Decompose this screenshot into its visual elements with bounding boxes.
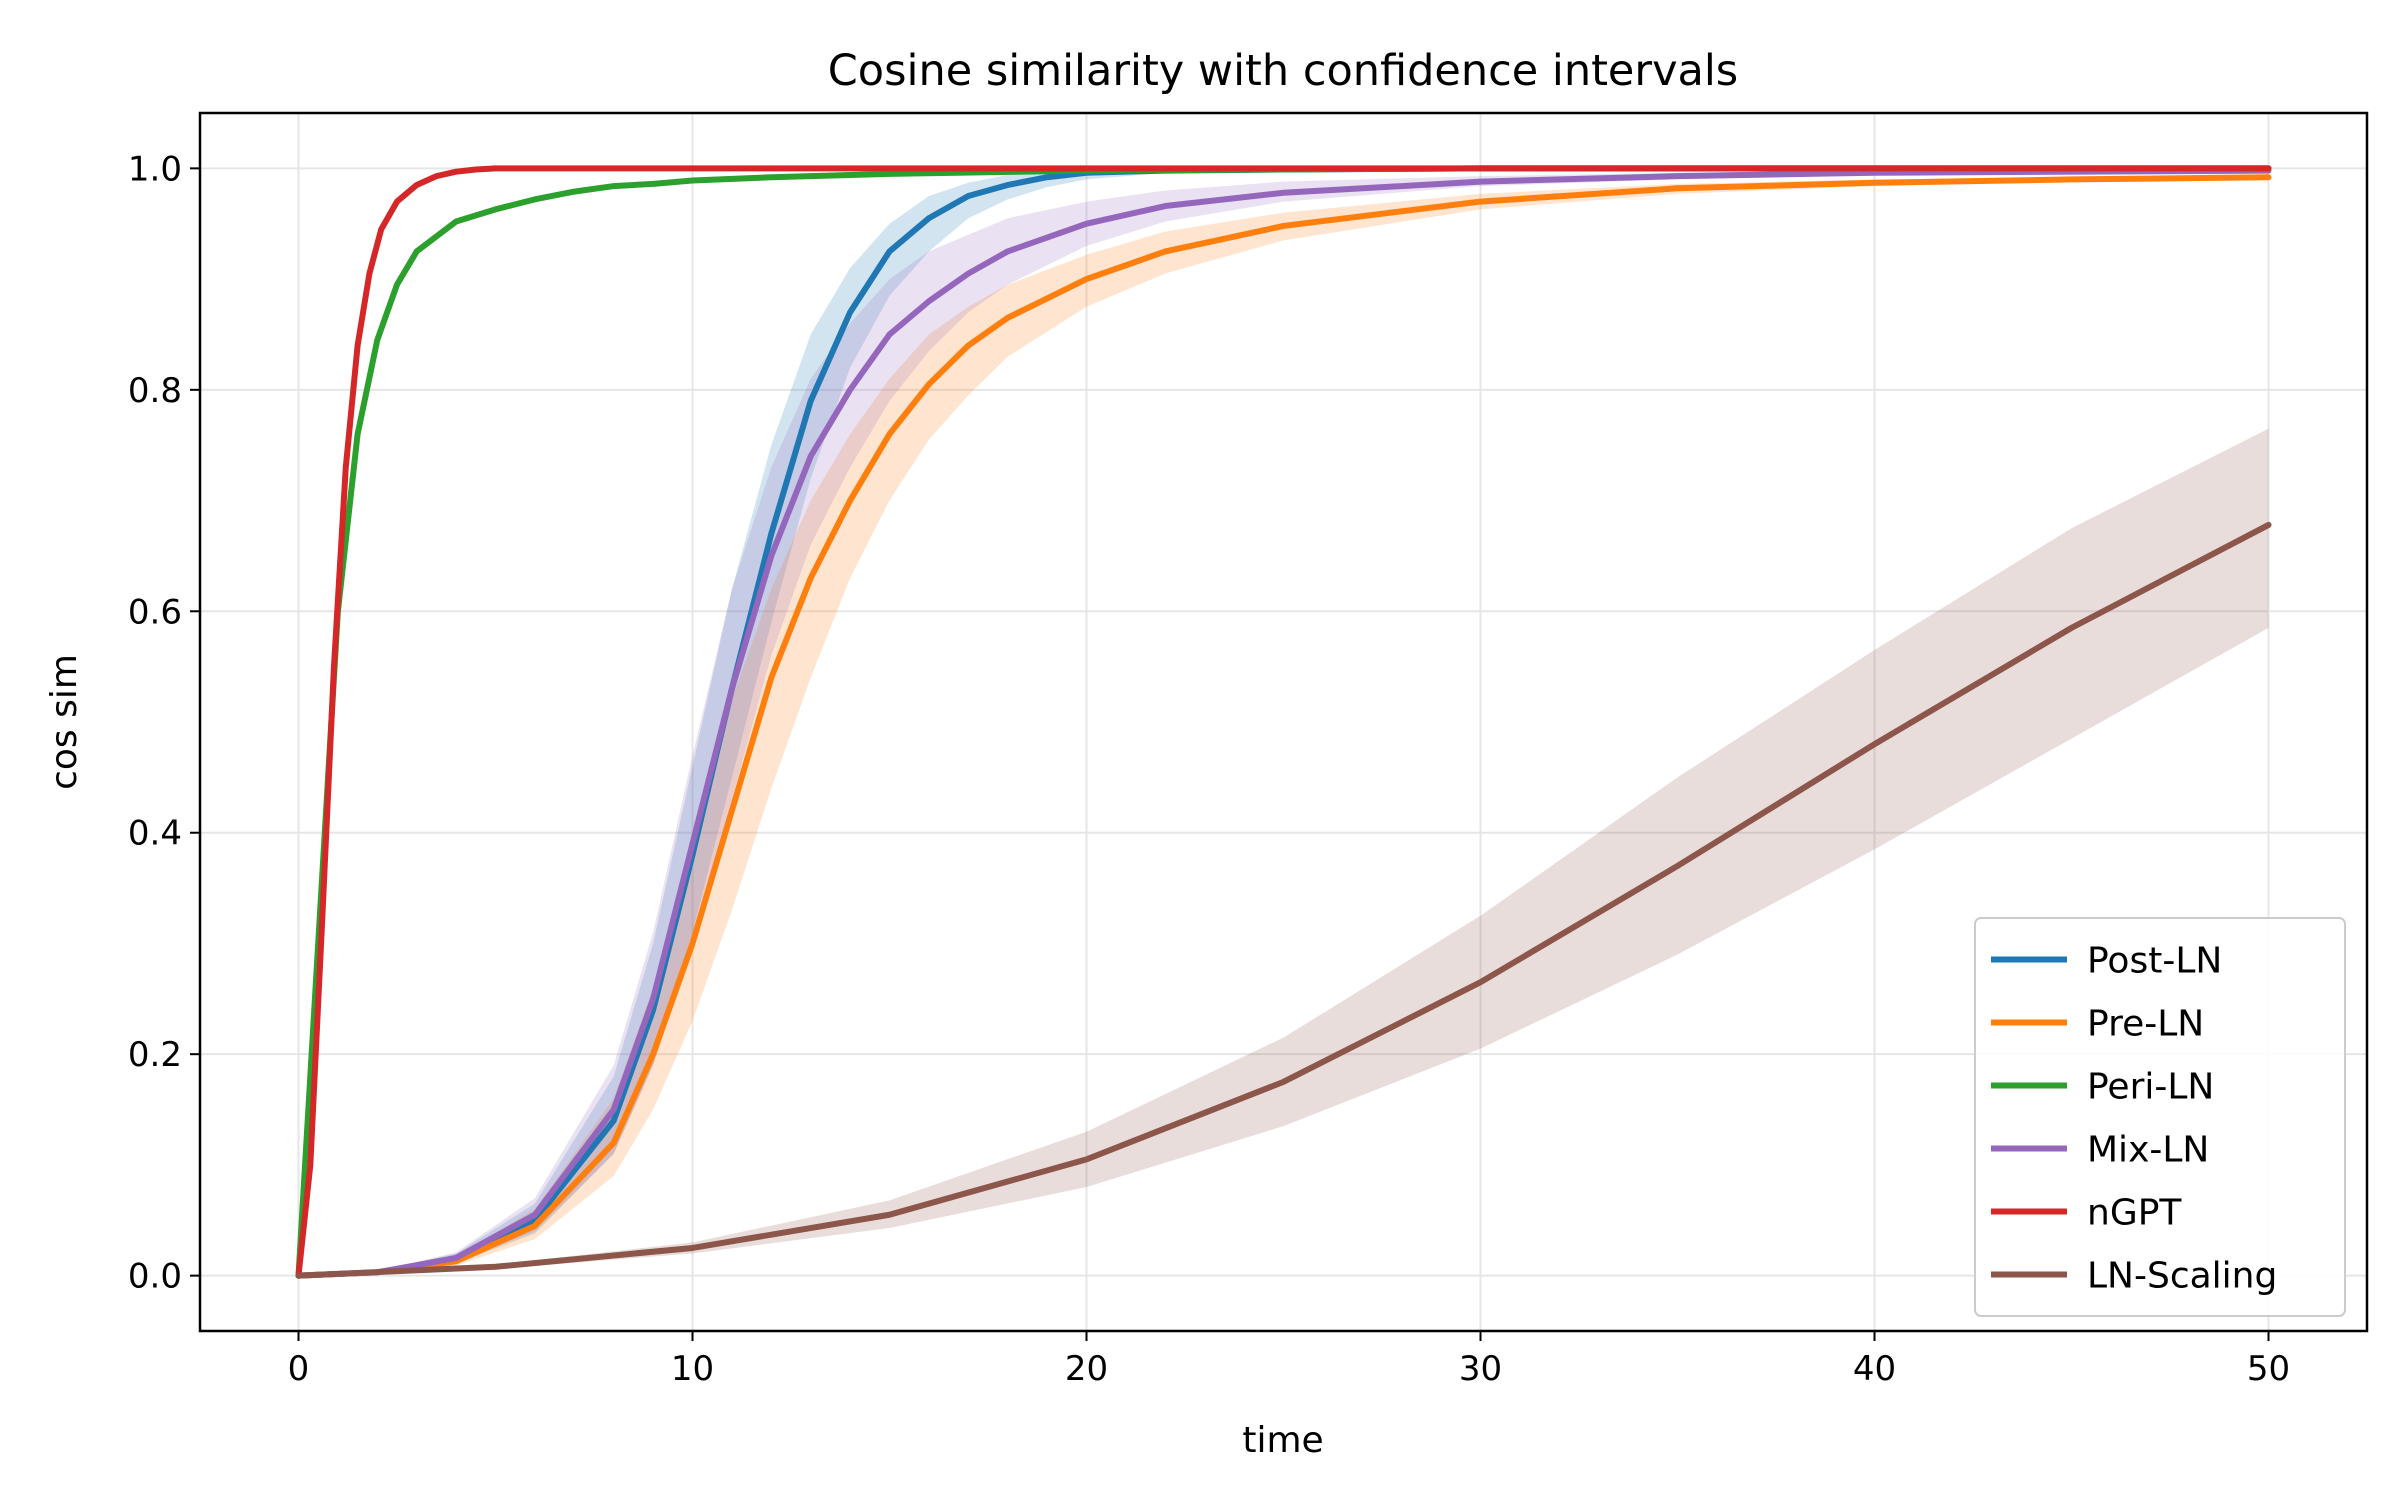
- y-tick-label: 0.4: [128, 814, 182, 854]
- chart-title: Cosine similarity with confidence interv…: [828, 46, 1738, 96]
- ci-band-post-ln: [298, 168, 2269, 1276]
- series-line-ln-scaling: [295, 521, 2272, 1279]
- ci-band-mix-ln: [298, 169, 2269, 1276]
- series-lines: [295, 165, 2272, 1279]
- y-tick-label: 1.0: [128, 149, 182, 189]
- x-tick-label: 0: [288, 1349, 310, 1389]
- y-tick-label: 0.6: [128, 592, 182, 632]
- x-tick-label: 40: [1853, 1349, 1896, 1389]
- legend-label-post-ln: Post-LN: [2087, 941, 2222, 982]
- y-axis-label: cos sim: [44, 654, 85, 790]
- x-tick-label: 10: [671, 1349, 714, 1389]
- confidence-bands: [298, 168, 2269, 1276]
- plot-frame: [198, 111, 2369, 1333]
- legend-label-mix-ln: Mix-LN: [2087, 1130, 2209, 1171]
- legend: Post-LN Pre-LN Peri-LN Mix-LN nGPT LN-Scaling: [1974, 917, 2346, 1317]
- x-tick-label: 20: [1065, 1349, 1108, 1389]
- axis-ticks: 0 10 20 30 40 50 0.0 0.2 0.4 0.6 0.8 1.0: [128, 149, 2290, 1389]
- y-tick-label: 0.8: [128, 371, 182, 411]
- series-line-pre-ln: [295, 174, 2272, 1279]
- y-tick-label: 0.2: [128, 1035, 182, 1075]
- ci-band-ln-scaling: [298, 428, 2269, 1276]
- series-line-mix-ln: [295, 167, 2272, 1279]
- x-axis-label: time: [1242, 1420, 1323, 1461]
- x-tick-label: 50: [2247, 1349, 2290, 1389]
- legend-box: [1974, 917, 2346, 1317]
- legend-label-peri-ln: Peri-LN: [2087, 1067, 2214, 1108]
- legend-label-ngpt: nGPT: [2087, 1193, 2182, 1234]
- legend-label-ln-scaling: LN-Scaling: [2087, 1256, 2277, 1297]
- x-tick-label: 30: [1459, 1349, 1502, 1389]
- legend-label-pre-ln: Pre-LN: [2087, 1004, 2204, 1045]
- y-tick-label: 0.0: [128, 1257, 182, 1297]
- series-line-ngpt: [295, 165, 2272, 1279]
